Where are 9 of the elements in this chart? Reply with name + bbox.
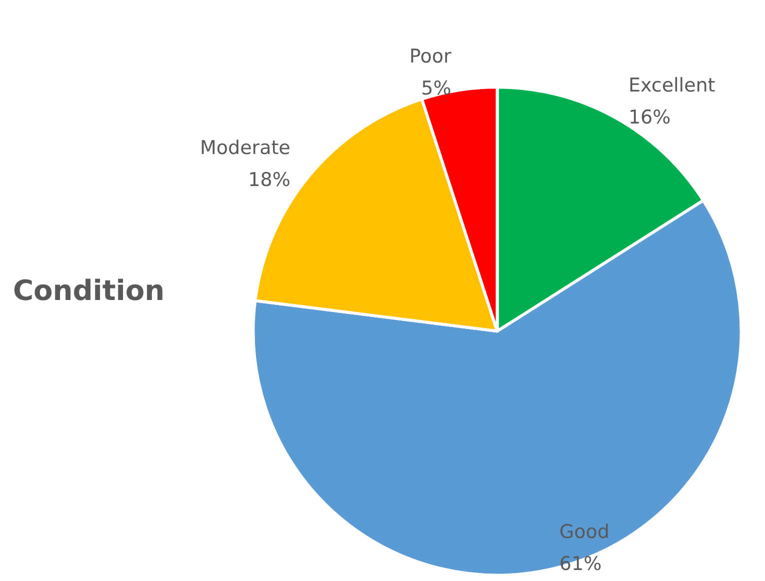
slice-label: Moderate: [200, 137, 290, 160]
data-label: 16%: [628, 106, 671, 129]
slice-label: Excellent: [628, 74, 716, 97]
text: Condition: [13, 274, 165, 307]
slice-label: Poor: [409, 45, 452, 68]
slice-label: Good: [559, 521, 610, 543]
data-label: 18%: [248, 169, 290, 192]
data-label: 5%: [421, 77, 452, 100]
data-label: 61%: [559, 553, 602, 575]
